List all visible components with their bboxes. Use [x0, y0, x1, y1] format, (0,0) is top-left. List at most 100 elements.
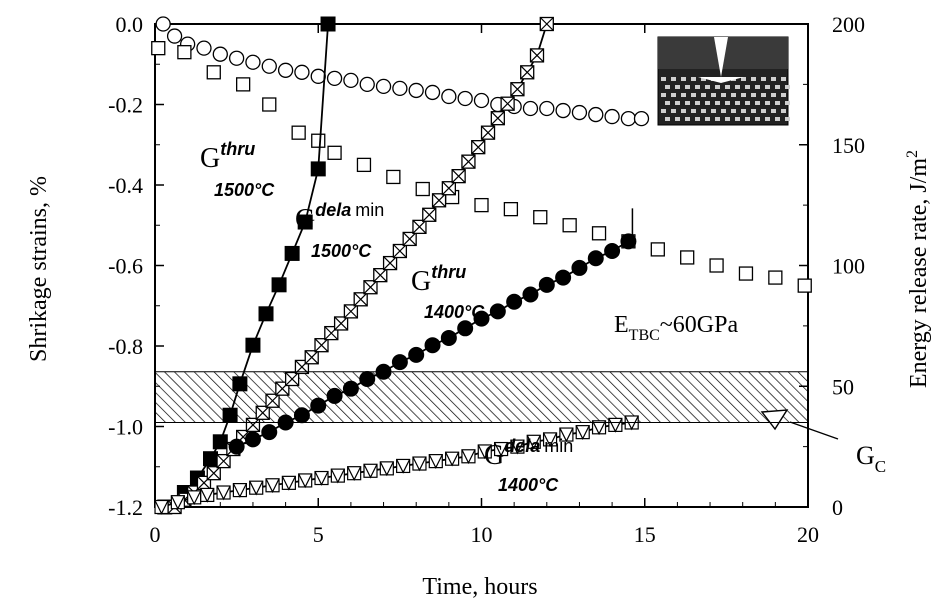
crossed-square-point [500, 96, 515, 111]
crossed-square-point [265, 393, 280, 408]
open-triangle-point [493, 441, 509, 457]
x-ticks: 0 5 10 15 20 [150, 24, 819, 547]
svg-text:ETBC~60GPa: ETBC~60GPa [614, 312, 738, 344]
inset-grain [721, 109, 726, 113]
svg-text:GC: GC [856, 441, 886, 476]
crossed-square-diag [334, 316, 349, 331]
y-right-ticks: 0 50 100 150 200 [799, 12, 865, 520]
open-square-point [386, 169, 401, 185]
open-square-point [291, 125, 306, 140]
inset-grain [755, 101, 760, 105]
triangle-mark [428, 454, 443, 469]
open-circle-point [571, 104, 588, 121]
crossed-square-point [392, 243, 408, 259]
filled-circle-point [473, 310, 490, 327]
y-left-tick-label: -1.2 [108, 495, 143, 520]
triangle-box [445, 451, 460, 466]
crossed-square-point [480, 125, 496, 140]
inset-grain [661, 93, 666, 97]
open-triangle-point [298, 473, 313, 489]
annot-g-thru-1500-sub: 1500°C [214, 180, 275, 200]
triangle-mark [265, 478, 280, 494]
annot-g-thru-1400-sup: thru [431, 262, 466, 282]
triangle-mark [526, 435, 541, 450]
open-triangle-point [200, 487, 215, 503]
annot-etbc-suffix: ~60GPa [660, 312, 739, 338]
triangle-box [379, 461, 394, 476]
open-triangle-point [526, 434, 541, 450]
crossed-square-point [245, 417, 261, 433]
annot-gc: GC [789, 421, 886, 476]
open-square-point [503, 201, 519, 217]
open-circle-point [588, 106, 604, 123]
inset-grain [745, 85, 750, 89]
crossed-square-point [343, 304, 359, 319]
y-right-tick-label: 0 [832, 495, 843, 520]
y-right-tick-label: 150 [832, 133, 865, 158]
series-line [174, 23, 548, 508]
crossed-square-diag [520, 65, 535, 80]
open-triangle-point [265, 478, 280, 494]
triangle-box [298, 473, 313, 488]
inset-grain [725, 85, 730, 89]
triangle-box [187, 490, 202, 505]
open-circle-point [359, 76, 375, 93]
crossed-square-diag [353, 292, 368, 307]
open-triangle-point [445, 451, 460, 467]
annot-g-thru-1500-sup: thru [220, 139, 255, 159]
inset-grain [671, 109, 676, 113]
inset-grain [741, 77, 746, 81]
crossed-square-point [422, 207, 437, 222]
filled-circle-point [620, 233, 637, 250]
triangle-mark [232, 483, 247, 498]
triangle-box [281, 475, 296, 490]
open-square-point [797, 278, 812, 293]
crossed-square-point [510, 82, 525, 97]
open-square-point [236, 77, 251, 92]
filled-circle-point [359, 371, 376, 388]
inset-grain [711, 109, 716, 113]
open-circle-point [522, 100, 539, 117]
crossed-square-diag [471, 140, 486, 155]
x-tick-label: 15 [634, 522, 656, 547]
open-circle-point [408, 82, 424, 99]
triangle-mark [170, 495, 185, 511]
triangle-mark [412, 456, 427, 472]
open-triangle-point [330, 468, 345, 484]
filled-circle-point [522, 286, 539, 303]
filled-square-point [297, 214, 313, 230]
open-square-point [262, 97, 277, 112]
annot-g-dela-1400-sub: 1400°C [498, 475, 559, 495]
x-tick-label: 20 [797, 522, 819, 547]
triangle-mark [298, 473, 313, 489]
filled-square-point [232, 376, 248, 392]
filled-circle-point [293, 407, 310, 424]
open-circle-point [441, 88, 457, 105]
annot-g-dela-1400-sup: dela [504, 436, 540, 456]
open-circle-point [261, 58, 277, 74]
inset-grain [725, 117, 730, 121]
y-right-tick-label: 50 [832, 374, 854, 399]
inset-grain [705, 101, 710, 105]
open-circle-point [245, 54, 261, 70]
inset-grain [681, 109, 686, 113]
triangle-box [363, 463, 378, 478]
filled-square-point [245, 337, 261, 353]
crossed-square-diag [481, 125, 495, 140]
filled-circle-point [261, 424, 278, 441]
open-triangle-point [510, 439, 525, 455]
triangle-mark [477, 444, 492, 460]
open-square-point [327, 145, 342, 160]
triangle-box [330, 468, 345, 483]
inset-grain [745, 117, 750, 121]
svg-text:Gthru: Gthru [200, 139, 255, 174]
series-crossed-square [167, 16, 554, 515]
crossed-square-diag [451, 169, 466, 184]
open-square-point [177, 45, 192, 60]
annot-g-thru-1500-base: G [200, 143, 220, 174]
open-triangle-point [249, 480, 264, 496]
crossed-square-diag [402, 232, 417, 246]
filled-circle-point [408, 346, 425, 363]
open-square-point [738, 266, 754, 281]
